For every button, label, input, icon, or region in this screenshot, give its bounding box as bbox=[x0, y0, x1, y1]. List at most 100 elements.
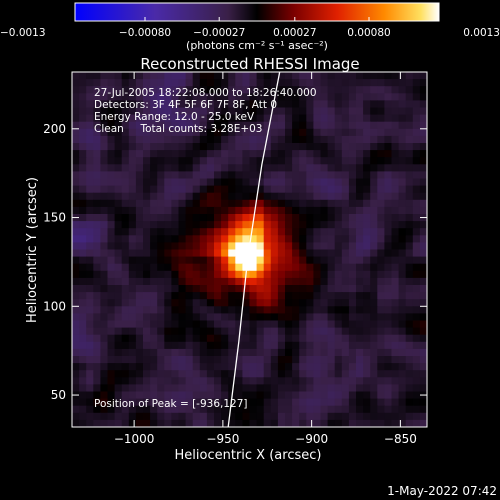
image-pixel bbox=[398, 206, 407, 215]
image-pixel bbox=[228, 185, 236, 194]
image-pixel bbox=[150, 249, 158, 258]
annotation-clean-counts: Clean Total counts: 3.28E+03 bbox=[94, 123, 263, 135]
image-pixel bbox=[171, 391, 180, 400]
image-pixel bbox=[178, 405, 187, 414]
image-pixel bbox=[370, 370, 378, 378]
annotation-time-range: 27-Jul-2005 18:22:08.000 to 18:26:40.000 bbox=[94, 87, 317, 99]
x-tick-label: −1000 bbox=[114, 432, 155, 446]
image-pixel bbox=[263, 419, 272, 427]
image-pixel bbox=[143, 256, 151, 265]
image-pixel bbox=[235, 398, 243, 407]
image-pixel bbox=[171, 256, 180, 265]
image-pixel bbox=[164, 419, 172, 427]
image-pixel bbox=[334, 128, 343, 137]
image-pixel bbox=[320, 398, 329, 407]
image-pixel bbox=[348, 327, 357, 336]
image-pixel bbox=[285, 150, 293, 158]
image-pixel bbox=[171, 72, 180, 80]
image-pixel bbox=[178, 157, 187, 165]
image-pixel bbox=[313, 384, 322, 393]
x-axis-label: Heliocentric X (arcsec) bbox=[175, 448, 322, 463]
image-pixel bbox=[121, 313, 130, 322]
image-pixel bbox=[320, 327, 329, 336]
image-pixel bbox=[128, 235, 137, 243]
image-pixel bbox=[320, 185, 329, 194]
image-pixel bbox=[341, 171, 350, 180]
image-pixel bbox=[178, 135, 187, 144]
image-pixel bbox=[199, 242, 208, 251]
image-pixel bbox=[100, 313, 109, 322]
image-pixel bbox=[192, 221, 201, 229]
image-pixel bbox=[221, 348, 229, 357]
image-pixel bbox=[405, 285, 414, 293]
image-pixel bbox=[277, 221, 286, 229]
image-pixel bbox=[299, 356, 307, 364]
image-pixel bbox=[128, 292, 137, 300]
image-pixel bbox=[405, 363, 414, 371]
image-pixel bbox=[157, 377, 165, 385]
image-pixel bbox=[356, 384, 364, 393]
image-pixel bbox=[405, 384, 414, 393]
image-pixel bbox=[121, 249, 130, 258]
image-pixel bbox=[143, 192, 151, 201]
image-pixel bbox=[377, 192, 385, 201]
image-pixel bbox=[348, 398, 357, 407]
image-pixel bbox=[419, 348, 427, 357]
image-pixel bbox=[285, 270, 293, 279]
image-pixel bbox=[135, 86, 144, 94]
image-pixel bbox=[214, 348, 222, 357]
image-pixel bbox=[356, 285, 364, 293]
image-pixel bbox=[363, 100, 371, 109]
image-pixel bbox=[185, 79, 194, 87]
image-pixel bbox=[72, 306, 80, 314]
image-pixel bbox=[86, 320, 94, 329]
image-pixel bbox=[150, 206, 158, 215]
image-pixel bbox=[143, 121, 151, 130]
image-pixel bbox=[299, 178, 307, 187]
image-pixel bbox=[214, 292, 222, 300]
image-pixel bbox=[100, 100, 109, 109]
image-pixel bbox=[405, 185, 414, 194]
image-pixel bbox=[199, 135, 208, 144]
image-pixel bbox=[249, 235, 258, 243]
image-pixel bbox=[107, 356, 116, 364]
image-pixel bbox=[285, 370, 293, 378]
image-pixel bbox=[171, 313, 180, 322]
image-pixel bbox=[313, 242, 322, 251]
image-pixel bbox=[299, 370, 307, 378]
image-pixel bbox=[356, 242, 364, 251]
image-pixel bbox=[206, 114, 215, 123]
image-pixel bbox=[327, 356, 336, 364]
image-pixel bbox=[235, 292, 243, 300]
image-pixel bbox=[370, 313, 378, 322]
image-pixel bbox=[327, 114, 336, 123]
image-pixel bbox=[214, 107, 222, 116]
image-pixel bbox=[405, 299, 414, 307]
image-pixel bbox=[221, 419, 229, 427]
y-tick-label: 200 bbox=[43, 122, 66, 136]
image-pixel bbox=[206, 348, 215, 357]
image-pixel bbox=[419, 100, 427, 109]
image-pixel bbox=[79, 93, 87, 101]
image-pixel bbox=[405, 114, 414, 123]
image-pixel bbox=[178, 377, 187, 385]
image-pixel bbox=[292, 320, 300, 329]
image-pixel bbox=[327, 228, 336, 236]
image-pixel bbox=[341, 157, 350, 165]
image-pixel bbox=[306, 299, 314, 307]
colorbar-tick-label: −0.0013 bbox=[0, 27, 46, 39]
image-pixel bbox=[270, 199, 279, 208]
image-pixel bbox=[86, 356, 94, 364]
image-pixel bbox=[292, 299, 300, 307]
image-pixel bbox=[143, 327, 151, 336]
image-pixel bbox=[114, 405, 123, 414]
image-pixel bbox=[412, 221, 421, 229]
image-pixel bbox=[341, 214, 350, 222]
image-pixel bbox=[249, 256, 258, 265]
image-pixel bbox=[334, 150, 343, 158]
image-pixel bbox=[107, 93, 116, 101]
image-pixel bbox=[135, 384, 144, 393]
image-pixel bbox=[72, 405, 80, 414]
image-pixel bbox=[327, 128, 336, 137]
image-pixel bbox=[285, 242, 293, 251]
